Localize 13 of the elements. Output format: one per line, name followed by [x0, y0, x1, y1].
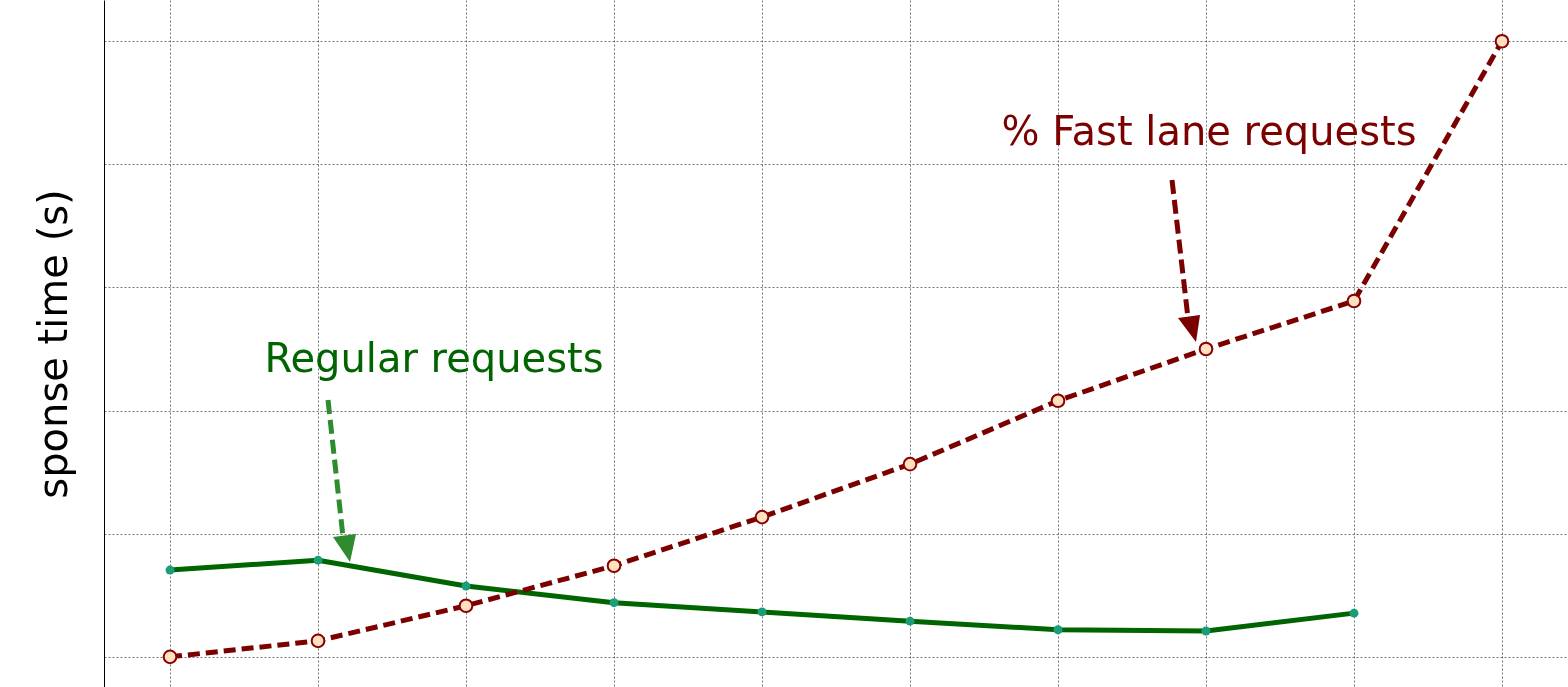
series-label: % Fast lane requests: [1001, 108, 1417, 154]
point: [162, 649, 178, 665]
text: Regular requests: [264, 335, 604, 381]
point: [902, 456, 918, 472]
point: [754, 509, 770, 525]
point: [458, 598, 474, 614]
point: [1494, 33, 1510, 49]
point: [310, 633, 326, 649]
point: [1346, 293, 1362, 309]
y-axis-title: sponse time (s): [29, 189, 76, 499]
point: [1198, 341, 1214, 357]
point: [1050, 393, 1066, 409]
point: [606, 558, 622, 574]
